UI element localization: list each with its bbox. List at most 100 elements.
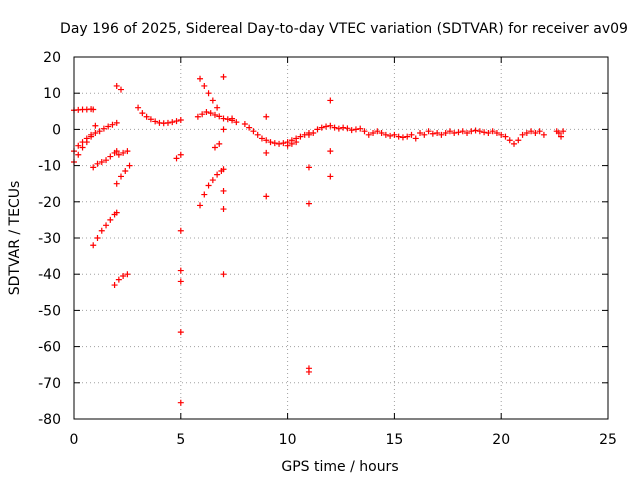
x-axis-label: GPS time / hours <box>281 459 398 475</box>
data-point <box>263 149 270 156</box>
data-point <box>111 282 118 289</box>
data-point <box>107 216 114 223</box>
data-point <box>455 129 462 136</box>
data-point <box>75 142 82 149</box>
data-point <box>434 130 441 137</box>
data-point <box>408 131 415 138</box>
series-seg-j <box>135 104 184 127</box>
series-seg-aa <box>417 127 505 138</box>
data-point <box>126 162 133 169</box>
data-point <box>113 180 120 187</box>
data-point <box>481 129 488 136</box>
data-point <box>229 115 236 122</box>
data-point <box>233 119 240 126</box>
data-point <box>117 173 124 180</box>
data-point <box>135 104 142 111</box>
series-seg-g <box>113 162 133 187</box>
data-point <box>365 131 372 138</box>
data-point <box>276 140 283 147</box>
data-point <box>382 131 389 138</box>
data-point <box>310 130 317 137</box>
data-point <box>425 128 432 135</box>
data-point <box>107 153 114 160</box>
data-point <box>120 273 127 280</box>
series-seg-y <box>327 97 334 180</box>
data-point <box>540 131 547 138</box>
data-point <box>327 97 334 104</box>
data-point <box>75 151 82 158</box>
data-point <box>120 149 127 156</box>
series-seg-p <box>197 166 227 209</box>
data-point <box>139 110 146 117</box>
data-point <box>318 124 325 131</box>
data-point <box>96 128 103 135</box>
data-point <box>98 227 105 234</box>
plot-frame <box>73 56 609 420</box>
data-point <box>485 130 492 137</box>
data-point <box>288 140 295 147</box>
data-point <box>412 135 419 142</box>
data-point <box>335 125 342 132</box>
data-point <box>271 140 278 147</box>
x-tick-label: 5 <box>176 432 185 448</box>
data-point <box>297 133 304 140</box>
data-point <box>209 177 216 184</box>
series-seg-n <box>194 109 236 124</box>
data-point <box>220 166 227 173</box>
data-point <box>523 130 530 137</box>
data-point <box>305 164 312 171</box>
data-point <box>519 131 526 138</box>
x-tick-label: 25 <box>599 432 617 448</box>
data-point <box>113 209 120 216</box>
data-point <box>214 104 221 111</box>
data-point <box>284 142 291 149</box>
data-point <box>83 139 90 146</box>
data-point <box>442 130 449 137</box>
data-point <box>220 115 227 122</box>
data-point <box>352 126 359 133</box>
data-point <box>220 126 227 133</box>
data-point <box>94 235 101 241</box>
data-point <box>113 148 120 155</box>
data-point <box>211 144 218 151</box>
data-point <box>560 128 567 135</box>
data-point <box>391 131 398 138</box>
data-point <box>143 113 150 120</box>
data-point <box>558 133 565 140</box>
data-point <box>378 130 385 137</box>
y-tick-label: 20 <box>43 50 61 66</box>
data-point <box>250 128 257 135</box>
data-point <box>515 137 522 144</box>
data-point <box>122 168 129 175</box>
y-tick-label: -80 <box>38 412 61 428</box>
data-point <box>79 144 86 151</box>
data-point <box>327 122 334 129</box>
data-point <box>314 126 321 133</box>
data-point <box>476 128 483 135</box>
data-point <box>241 120 248 127</box>
data-point <box>258 135 265 142</box>
data-point <box>417 130 424 137</box>
data-point <box>214 171 221 178</box>
series-seg-o <box>197 75 221 111</box>
data-point <box>124 271 131 278</box>
data-point <box>220 73 227 80</box>
data-point <box>511 140 518 147</box>
data-point <box>370 130 377 137</box>
data-point <box>498 131 505 138</box>
data-point <box>90 242 97 249</box>
data-point <box>147 116 154 123</box>
series-seg-f <box>111 271 131 289</box>
series-seg-h <box>115 148 131 158</box>
data-point <box>340 124 347 131</box>
data-point <box>115 276 122 283</box>
series-seg-i <box>113 82 124 93</box>
data-point <box>98 158 105 165</box>
data-point <box>207 110 214 117</box>
series-seg-u <box>263 113 270 200</box>
series-seg-v <box>284 139 300 149</box>
data-point <box>555 130 562 137</box>
series-seg-e <box>90 209 120 249</box>
